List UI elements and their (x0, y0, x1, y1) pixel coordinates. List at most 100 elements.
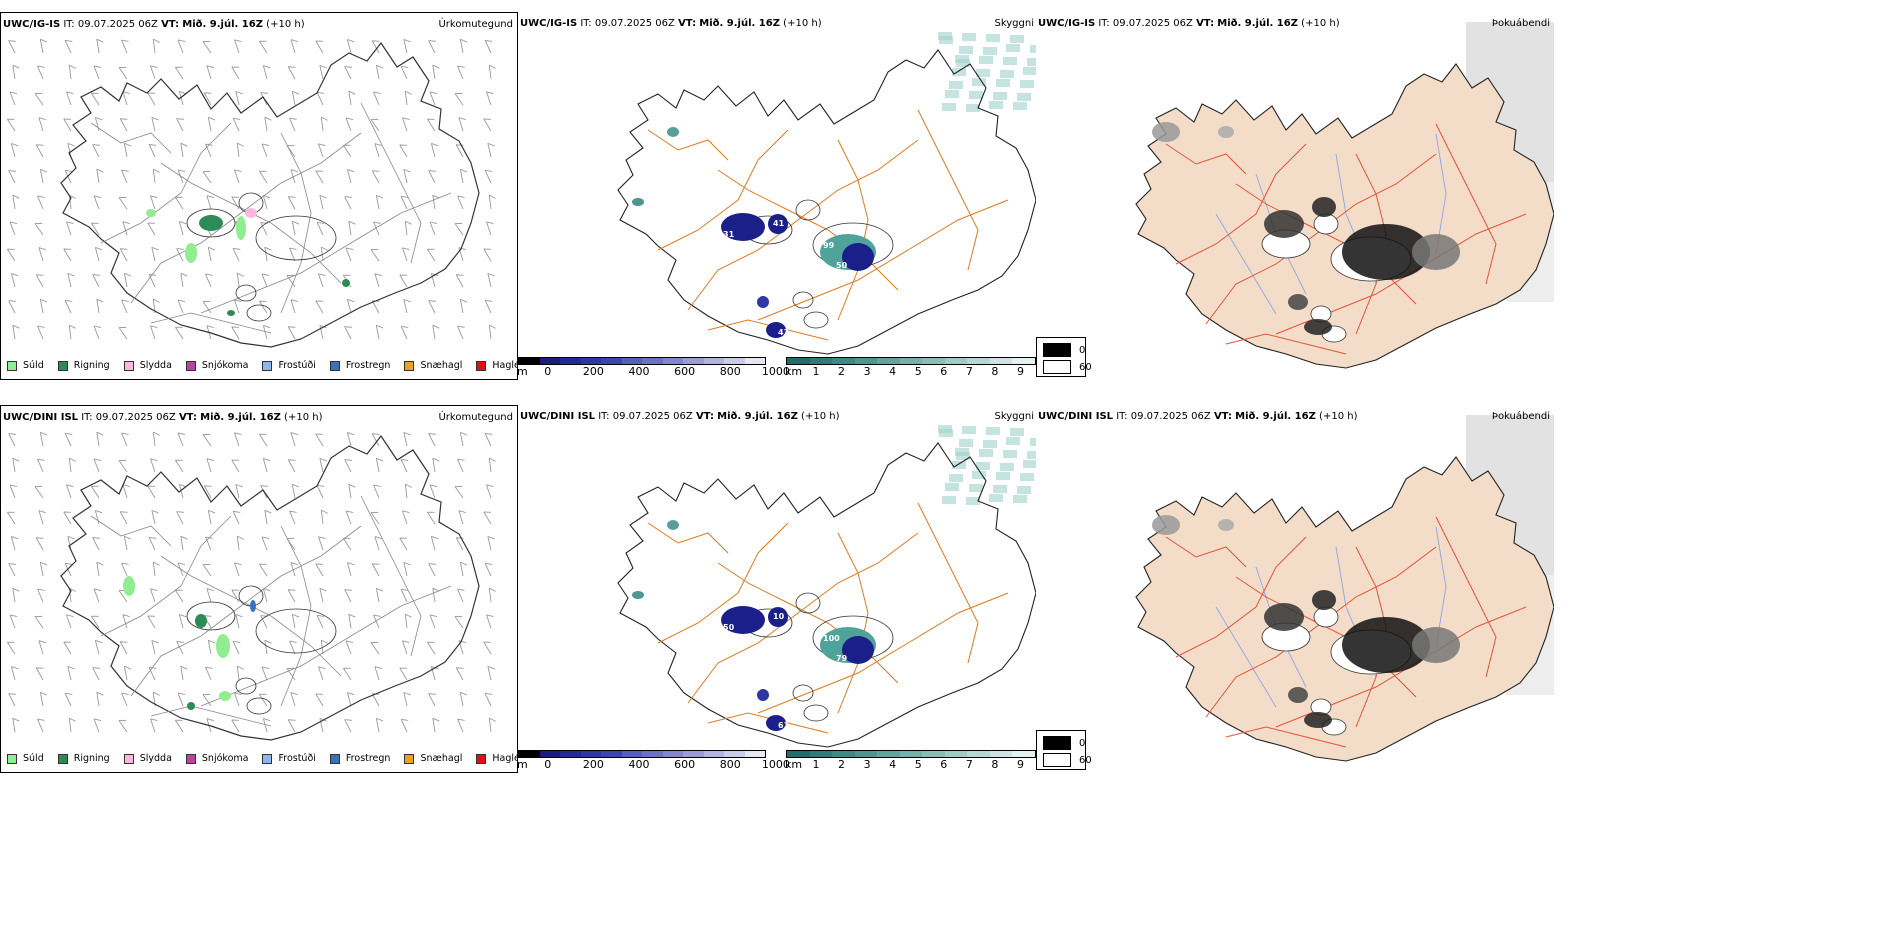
wind-barb (90, 615, 100, 629)
wind-barb (258, 433, 268, 447)
wind-barb (371, 433, 380, 447)
wind-barb (96, 691, 104, 707)
colorbar-cell (601, 751, 622, 757)
wind-barb (8, 693, 16, 707)
wind-barb (457, 588, 465, 603)
wind-barb (287, 719, 296, 733)
wind-barb (38, 640, 46, 655)
wind-barb (235, 90, 243, 106)
wind-barb (370, 511, 380, 525)
wind-barb (264, 509, 272, 525)
colorbar-cell (989, 358, 1013, 364)
wind-barb (290, 169, 298, 184)
sea-fog-cell (996, 472, 1010, 480)
wind-barb (177, 432, 186, 447)
wind-barb (316, 484, 325, 499)
wind-barb (483, 511, 492, 525)
wind-barb (121, 169, 129, 184)
wind-barb (123, 665, 132, 681)
legend-swatch (262, 753, 273, 764)
wind-barb (150, 65, 158, 80)
legend-label: Snæhagl (420, 753, 463, 764)
panel-title: Úrkomutegund (438, 19, 513, 30)
glacier-outline (246, 697, 272, 715)
wind-barb (344, 196, 352, 210)
sea-fog-cell (996, 79, 1010, 87)
wind-barb (177, 299, 186, 314)
sea-fog-cell (1003, 57, 1017, 65)
cloud-base-label: 43 (778, 328, 789, 337)
wind-barb (119, 511, 128, 525)
wind-barb (258, 563, 268, 577)
sea-fog-cell (1023, 67, 1036, 75)
wind-barb (428, 300, 436, 314)
sea-fog-cell (959, 439, 973, 447)
wind-barb (37, 195, 45, 210)
colorbar-cell (877, 358, 900, 364)
colorbar-cell (519, 751, 540, 757)
wind-barb (63, 641, 72, 655)
wind-barb (205, 273, 213, 288)
wind-barb (37, 718, 45, 733)
wind-barb (123, 272, 132, 288)
wind-barb (39, 168, 48, 184)
visibility-panel-ig: 31 41 100 99 50 29 53 51 43 UWC/IG-IS IT: 09.07.… (517, 12, 1053, 380)
wind-barb (403, 561, 411, 577)
fog-index-area (1264, 210, 1304, 238)
wind-barb (371, 563, 380, 577)
wind-barb (12, 64, 20, 80)
legend-item: Rigning (57, 360, 110, 371)
wind-barb (39, 298, 48, 314)
wind-barb (457, 195, 465, 210)
wind-barb (346, 692, 355, 707)
cloud-base-area (842, 243, 874, 271)
fog-map-ig (1135, 22, 1554, 369)
wind-barb (457, 718, 465, 733)
wind-barb (39, 431, 48, 447)
sea-fog-cell (969, 91, 983, 99)
colorbar-cell (787, 358, 810, 364)
wind-barb (262, 325, 271, 340)
sea-fog-cell (956, 59, 970, 67)
colorbar-cell (787, 751, 810, 757)
wind-barb (8, 433, 16, 447)
precip-map-dini (6, 431, 496, 741)
glacier-outline (803, 311, 829, 329)
wind-barb (12, 324, 20, 340)
colorbar-tick: 5 (914, 365, 922, 378)
wind-barb (180, 535, 188, 551)
wind-barb (37, 588, 45, 603)
wind-barb (6, 118, 16, 132)
sea-fog-cell (976, 462, 990, 470)
wind-barb (318, 273, 326, 288)
wind-barb (66, 91, 74, 106)
wind-barb (400, 718, 409, 733)
wind-barb (346, 39, 355, 54)
wind-barb (320, 509, 328, 525)
wind-barb (370, 118, 380, 132)
wind-barb (375, 194, 384, 210)
wind-barb (96, 561, 104, 577)
wind-barb (344, 326, 352, 340)
wind-barb (486, 614, 494, 629)
wind-barb (119, 641, 128, 655)
wind-barb (426, 118, 436, 132)
sea-fog-cell (972, 78, 986, 86)
wind-barb (176, 118, 184, 132)
wind-barb (403, 431, 411, 447)
wind-barb (121, 562, 129, 577)
wind-barb (96, 168, 104, 184)
wind-barb (371, 40, 380, 54)
wind-barb (319, 64, 327, 80)
wind-barb (206, 458, 214, 473)
wind-barb (262, 458, 271, 473)
precip-area (219, 691, 231, 701)
cloud-base-label: 79 (836, 654, 848, 663)
cloud-base-label: 47 (818, 660, 829, 669)
wind-barb (35, 537, 44, 551)
wind-barb (320, 246, 328, 262)
wind-barb (203, 485, 212, 499)
legend-label: Frostúði (278, 360, 316, 371)
fog-legend-swatch (1043, 753, 1071, 767)
wind-barb (123, 535, 132, 551)
